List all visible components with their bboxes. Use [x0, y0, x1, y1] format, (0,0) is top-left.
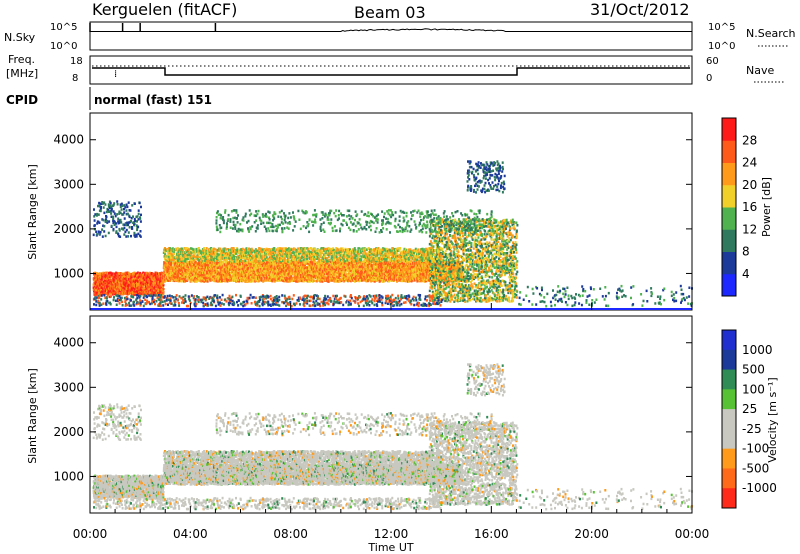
cpid-label: CPID	[6, 93, 38, 107]
date-title: 31/Oct/2012	[590, 0, 690, 19]
freq-tick-bottom: 8	[72, 73, 78, 84]
freq-label: Freq.	[8, 53, 35, 66]
nave-tick-top: 60	[706, 56, 719, 67]
noise-panel-frame	[90, 22, 692, 50]
freq-spike-marker: ⁞	[114, 69, 117, 80]
heatmap-cell	[204, 277, 206, 280]
noise-search-label: N.Search	[746, 27, 796, 40]
cpid-text: normal (fast) 151	[94, 93, 212, 107]
noise-tick-bottom-right: 10^0	[708, 41, 735, 52]
freq-tick-top: 18	[70, 56, 83, 67]
station-title: Kerguelen (fitACF)	[92, 0, 237, 19]
noise-sky-label: N.Sky	[4, 31, 36, 44]
freq-line	[92, 68, 690, 75]
nave-label: Nave	[746, 64, 774, 77]
noise-tick-top-right: 10^5	[708, 22, 735, 33]
nave-tick-bottom: 0	[706, 73, 712, 84]
noise-tick-top-left: 10^5	[50, 22, 77, 33]
freq-unit-label: [MHz]	[6, 67, 38, 80]
heatmap-cell	[166, 270, 168, 273]
beam-title: Beam 03	[354, 3, 426, 22]
noise-tick-bottom-left: 10^0	[50, 41, 77, 52]
power-panel: Slant Range [km] 1000200030004000	[26, 113, 693, 310]
freq-panel-frame	[90, 56, 692, 84]
heatmap-cell	[115, 272, 117, 275]
rti-figure: Kerguelen (fitACF) Beam 03 31/Oct/2012 N…	[0, 0, 800, 554]
noise-panel: N.Sky 10^5 10^0 10^5 10^0 N.Search	[4, 22, 796, 52]
heatmap-cell	[207, 280, 209, 283]
heatmap-cell	[170, 263, 172, 266]
freq-panel: Freq. [MHz] 18 8 60 0 Nave ⁞	[6, 53, 784, 84]
noise-sky-line	[90, 29, 692, 32]
